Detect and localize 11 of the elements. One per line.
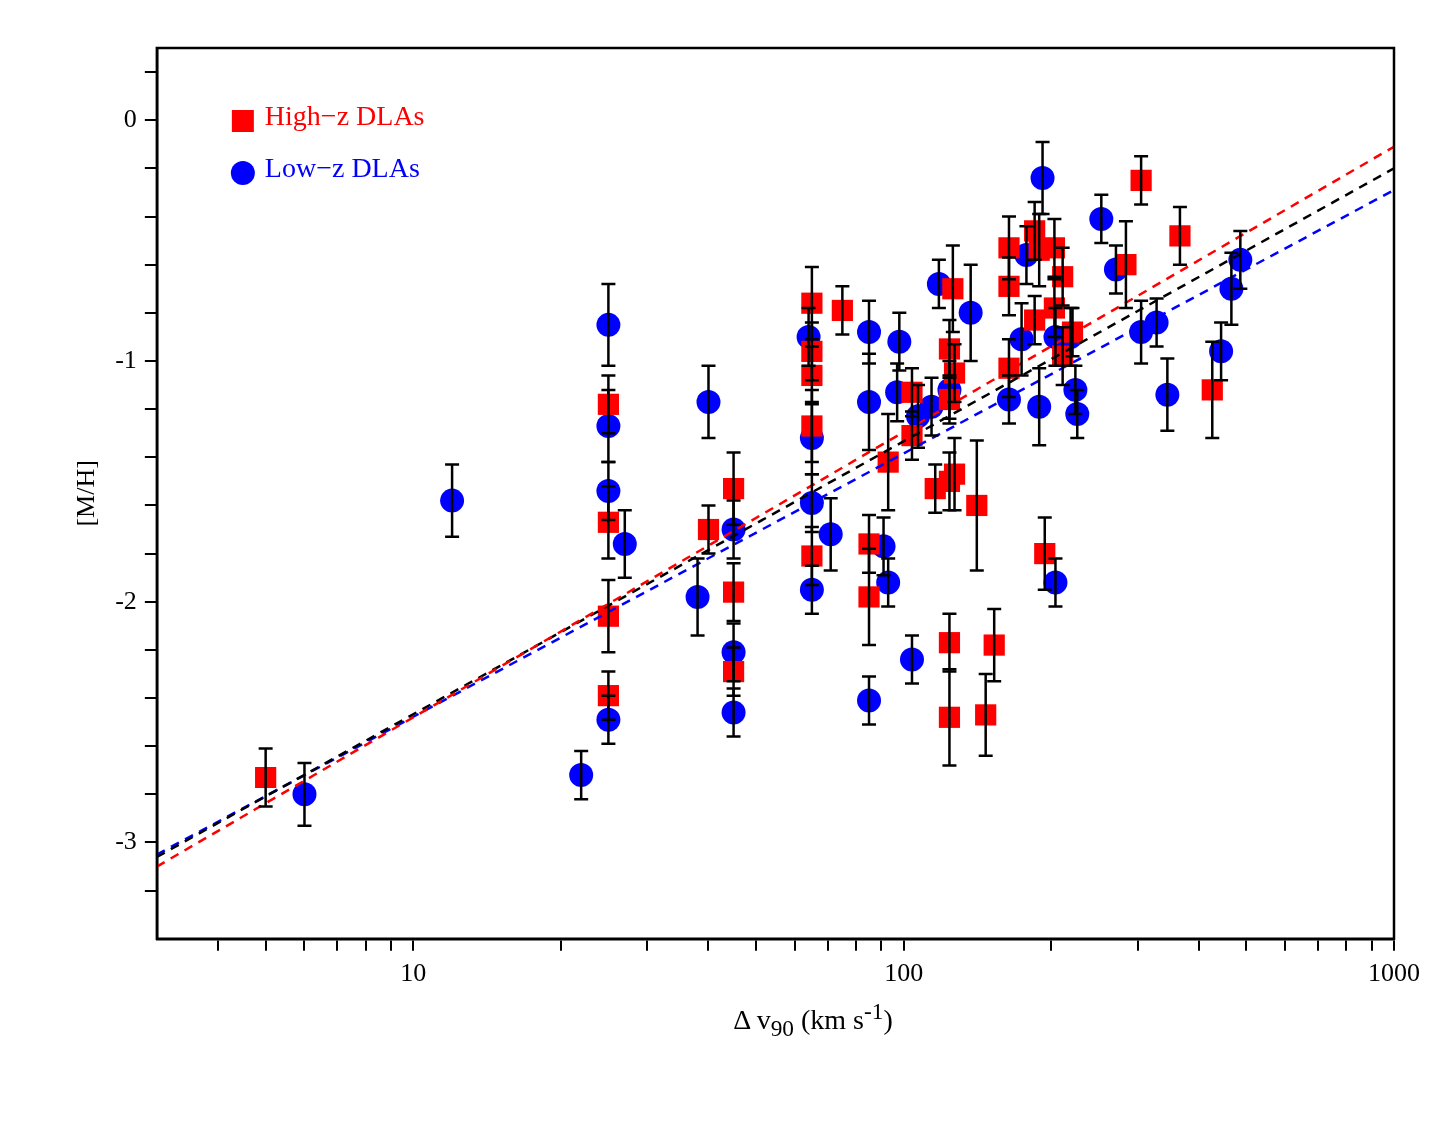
y-tick-label: -2 — [115, 585, 137, 615]
x-tick-label: 100 — [884, 958, 924, 988]
x-tick-label: 10 — [400, 958, 427, 988]
legend-label: Low−z DLAs — [264, 152, 420, 184]
y-tick-label: 0 — [123, 104, 137, 134]
y-tick-label: -1 — [115, 344, 137, 374]
y-tick-label: -3 — [115, 826, 137, 856]
legend-label: High−z DLAs — [264, 100, 425, 132]
x-tick-label: 1000 — [1368, 958, 1420, 988]
y-axis-title: [M/H] — [71, 460, 101, 527]
x-axis-title: Δ v$_{90}$ (km s$^{-1}$) — [732, 998, 894, 1042]
